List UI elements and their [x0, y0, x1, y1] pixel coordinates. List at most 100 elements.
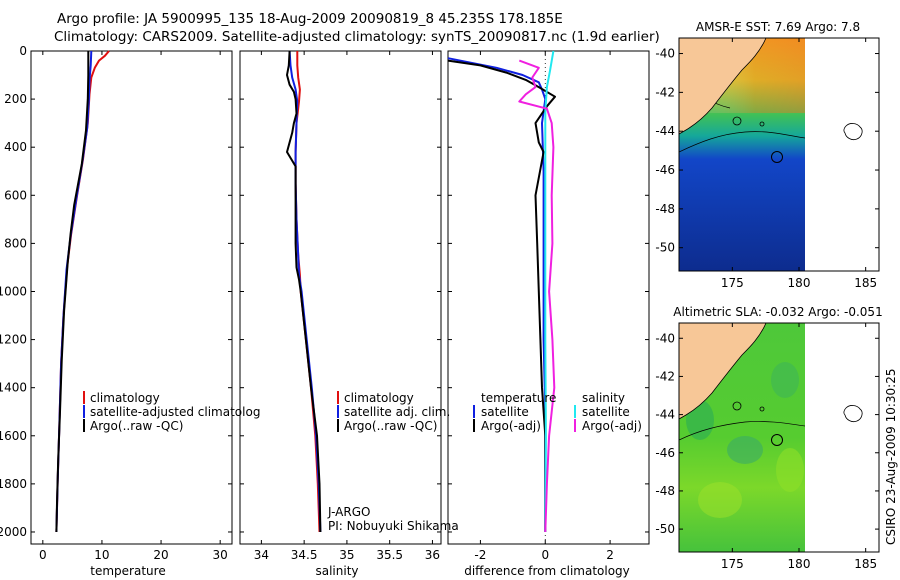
y-tick-label: 200 — [4, 92, 27, 106]
map-y-tick-label: -46 — [655, 163, 675, 177]
salinity-axis-label: salinity — [315, 564, 358, 578]
x-tick-label: 20 — [153, 548, 168, 562]
y-tick-label: 0 — [19, 44, 27, 58]
temperature-panel-frame — [30, 50, 233, 545]
map-y-tick-label: -46 — [655, 446, 675, 460]
legend-label-climatology: climatology — [344, 391, 414, 405]
map-y-tick-label: -50 — [655, 522, 675, 536]
legend-label-sal-satellite: satellite — [582, 405, 630, 419]
y-tick-label: 400 — [4, 140, 27, 154]
header-line-2: Climatology: CARS2009. Satellite-adjuste… — [54, 29, 660, 45]
y-tick-label: 2000 — [0, 525, 27, 539]
legend-label-climatology: climatology — [90, 391, 160, 405]
sla-island-marker-2 — [759, 406, 765, 412]
map-x-tick-label: 175 — [721, 557, 744, 571]
y-tick-label: 1800 — [0, 477, 27, 491]
sst-front-contour — [679, 131, 805, 153]
legend-label-argo: Argo(..raw -QC) — [344, 419, 437, 433]
map-y-tick-label: -44 — [655, 124, 675, 138]
series-argo-raw-qc — [55, 51, 90, 533]
sla-patch-5 — [771, 362, 799, 398]
legend-label-satellite: satellite-adjusted climatolog — [90, 405, 260, 419]
sla-chatham-island — [843, 405, 863, 423]
salinity-legend: climatology satellite adj. clim. Argo(..… — [337, 391, 450, 433]
sla-map-axes: 175 180 185 -40 -42 -44 -46 -48 -50 — [655, 323, 879, 571]
legend-heading-temperature: temperature — [481, 391, 556, 405]
x-tick-label: 0 — [39, 548, 47, 562]
series-argo-raw-qc — [286, 50, 322, 533]
map-y-tick-label: -50 — [655, 241, 675, 255]
series-salinity-satellite — [544, 50, 555, 533]
map-x-tick-label: 185 — [854, 276, 877, 290]
map-y-tick-label: -44 — [655, 408, 675, 422]
y-tick-label: 800 — [4, 236, 27, 250]
sst-white-region — [805, 38, 879, 271]
map-x-tick-label: 180 — [788, 276, 811, 290]
sla-contour — [679, 421, 805, 441]
difference-legend: temperature satellite Argo(-adj) salinit… — [473, 391, 642, 433]
side-timestamp: CSIRO 23-Aug-2009 10:30:25 — [884, 369, 898, 545]
map-x-tick-label: 185 — [854, 557, 877, 571]
temperature-chart: 0 10 20 30 0 200 400 600 800 1000 1200 1400 1600 1800… — [0, 44, 232, 562]
sst-argo-location-marker — [771, 151, 783, 163]
legend-label-argo: Argo(..raw -QC) — [90, 419, 183, 433]
temperature-legend: climatology satellite-adjusted climatolo… — [83, 391, 260, 433]
y-tick-label: 1400 — [0, 381, 27, 395]
sla-land-new-zealand — [679, 323, 767, 420]
x-tick-label: 2 — [606, 548, 614, 562]
sla-patch-4 — [698, 482, 742, 518]
x-tick-label: 10 — [94, 548, 109, 562]
y-tick-label: 1600 — [0, 429, 27, 443]
map-y-tick-label: -42 — [655, 85, 675, 99]
x-tick-label: 35 — [339, 548, 354, 562]
y-tick-label: 600 — [4, 188, 27, 202]
sst-map: 175 180 185 -40 -42 -44 -46 -48 -50 — [655, 37, 880, 290]
x-tick-label: 35.5 — [376, 548, 403, 562]
x-tick-label: 0 — [541, 548, 549, 562]
x-tick-label: 36 — [425, 548, 440, 562]
salinity-chart: 34 34.5 35 35.5 36 — [240, 50, 441, 562]
difference-panel-frame — [447, 50, 650, 545]
series-temperature-argo-adj — [447, 59, 556, 532]
sst-map-axes: 175 180 185 -40 -42 -44 -46 -48 -50 — [655, 38, 879, 290]
pi-annotation: PI: Nobuyuki Shikama — [328, 519, 459, 533]
x-tick-label: -2 — [474, 548, 486, 562]
series-temperature-satellite — [447, 57, 547, 532]
sla-map-frame — [678, 322, 880, 553]
temperature-axis-label: temperature — [90, 564, 165, 578]
sla-map: 175 180 185 -40 -42 -44 -46 -48 -50 — [655, 322, 880, 571]
sla-argo-location-marker — [771, 434, 783, 446]
sla-map-title: Altimetric SLA: -0.032 Argo: -0.051 — [673, 305, 882, 319]
map-y-tick-label: -48 — [655, 484, 675, 498]
sst-island-marker — [732, 116, 742, 126]
salinity-panel-frame — [239, 50, 442, 545]
map-x-tick-label: 175 — [721, 276, 744, 290]
legend-heading-salinity: salinity — [582, 391, 625, 405]
sla-patch-3 — [776, 448, 804, 492]
sst-land-new-zealand — [679, 38, 767, 135]
difference-axis-label: difference from climatology — [464, 564, 630, 578]
series-climatology — [294, 51, 321, 533]
series-salinity-argo-adj — [518, 59, 556, 533]
x-tick-label: 30 — [213, 548, 228, 562]
map-y-tick-label: -40 — [655, 331, 675, 345]
map-y-tick-label: -40 — [655, 47, 675, 61]
legend-label-sal-argo: Argo(-adj) — [582, 419, 642, 433]
map-y-tick-label: -48 — [655, 202, 675, 216]
float-id-annotation: J-ARGO — [327, 505, 370, 519]
legend-label-temp-satellite: satellite — [481, 405, 529, 419]
map-x-tick-label: 180 — [788, 557, 811, 571]
map-y-tick-label: -42 — [655, 369, 675, 383]
y-tick-label: 1000 — [0, 284, 27, 298]
header-line-1: Argo profile: JA 5900995_135 18-Aug-2009… — [57, 11, 563, 27]
sst-island-marker-2 — [759, 121, 765, 127]
sla-patch-2 — [727, 436, 763, 464]
sla-white-region — [805, 323, 879, 552]
sla-island-marker — [732, 401, 742, 411]
sst-chatham-island — [843, 123, 863, 141]
x-tick-label: 34 — [254, 548, 269, 562]
x-tick-label: 34.5 — [291, 548, 318, 562]
difference-chart: -2 0 2 — [447, 50, 649, 562]
legend-label-temp-argo: Argo(-adj) — [481, 419, 541, 433]
